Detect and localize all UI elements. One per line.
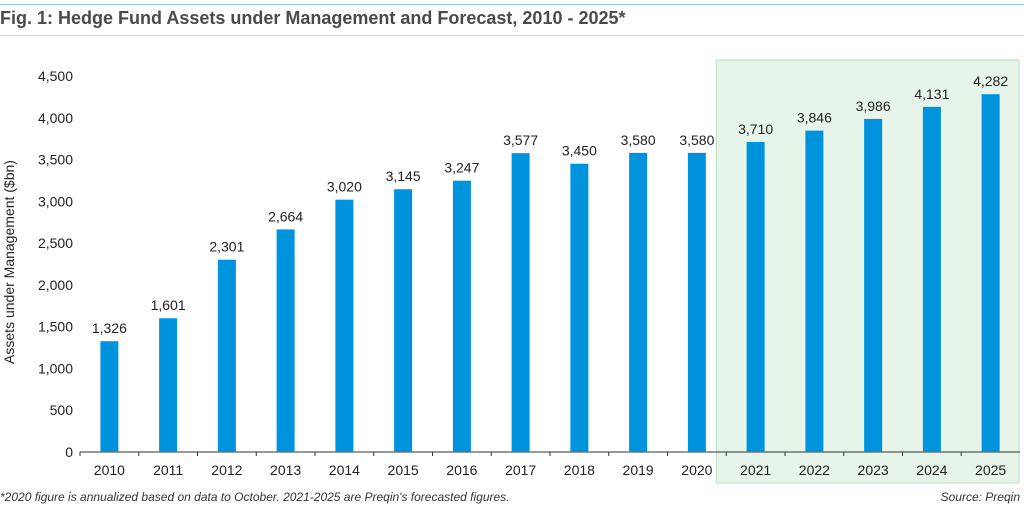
bar-2020	[687, 152, 706, 453]
y-tick-label: 2,500	[38, 235, 73, 251]
data-label-2010: 1,326	[92, 320, 127, 336]
bar-2011	[159, 318, 178, 452]
bar-2025	[981, 94, 1000, 452]
x-tick-label-2025: 2025	[975, 462, 1006, 478]
x-tick-label-2024: 2024	[916, 462, 947, 478]
data-label-2022: 3,846	[797, 110, 832, 126]
bar-2010	[100, 341, 119, 452]
y-axis-ticks: 0 500 1,000 1,500 2,000 2,500 3,000 3,500 4,000 4…	[38, 68, 73, 460]
y-axis-title: Assets under Management ($bn)	[1, 160, 17, 364]
x-tick-label-2015: 2015	[388, 462, 419, 478]
bar-2024	[922, 106, 941, 452]
y-tick-label: 0	[65, 444, 73, 460]
bar-chart: 0 500 1,000 1,500 2,000 2,500 3,000 3,500 4,000 4…	[1, 59, 1020, 484]
x-tick-label-2016: 2016	[446, 462, 477, 478]
x-tick-label-2022: 2022	[799, 462, 830, 478]
y-tick-label: 1,000	[38, 360, 73, 376]
data-label-2017: 3,577	[503, 132, 538, 148]
y-tick-label: 3,000	[38, 193, 73, 209]
data-label-2018: 3,450	[562, 143, 597, 159]
data-labels: 1,326 1,601 2,301 2,664 3,020 3,145 3,247 3,577…	[92, 73, 1008, 336]
bar-2013	[276, 229, 295, 452]
data-label-2013: 2,664	[268, 208, 303, 224]
y-tick-label: 500	[50, 402, 74, 418]
data-label-2011: 1,601	[151, 297, 186, 313]
x-tick-label-2023: 2023	[858, 462, 889, 478]
bar-2023	[864, 118, 883, 452]
bar-2022	[805, 130, 824, 453]
x-tick-label-2010: 2010	[94, 462, 125, 478]
x-axis-ticks: 2010 2011 2012 2013 2014 2015 2016 2017 2018 2019…	[79, 452, 1006, 478]
data-label-2015: 3,145	[386, 168, 421, 184]
x-tick-label-2011: 2011	[153, 462, 183, 478]
bar-2014	[335, 199, 354, 452]
footnote: *2020 figure is annualized based on data…	[0, 490, 510, 504]
x-tick-label-2013: 2013	[270, 462, 301, 478]
data-label-2020: 3,580	[679, 132, 714, 148]
y-tick-label: 3,500	[38, 152, 73, 168]
data-label-2023: 3,986	[856, 98, 891, 114]
data-label-2025: 4,282	[973, 73, 1008, 89]
y-tick-label: 1,500	[38, 319, 73, 335]
x-tick-label-2021: 2021	[740, 462, 771, 478]
data-label-2024: 4,131	[914, 86, 949, 102]
x-tick-label-2014: 2014	[329, 462, 360, 478]
source-note: Source: Preqin	[940, 490, 1020, 504]
bar-2019	[629, 152, 648, 453]
bar-2015	[394, 189, 413, 452]
bar-2017	[511, 153, 530, 453]
bar-2016	[452, 180, 471, 452]
data-label-2012: 2,301	[209, 239, 244, 255]
bar-2018	[570, 163, 589, 452]
data-label-2014: 3,020	[327, 179, 362, 195]
x-tick-label-2012: 2012	[211, 462, 242, 478]
y-tick-label: 2,000	[38, 277, 73, 293]
data-label-2019: 3,580	[621, 132, 656, 148]
y-tick-label: 4,000	[38, 110, 73, 126]
x-tick-label-2017: 2017	[505, 462, 536, 478]
chart-title: Fig. 1: Hedge Fund Assets under Manageme…	[0, 8, 626, 28]
bar-2021	[746, 142, 765, 452]
top-rule	[0, 4, 1024, 5]
bar-2012	[217, 259, 236, 452]
x-tick-label-2019: 2019	[623, 462, 654, 478]
x-tick-label-2020: 2020	[681, 462, 712, 478]
bars	[100, 94, 1000, 453]
x-tick-label-2018: 2018	[564, 462, 595, 478]
y-tick-label: 4,500	[38, 68, 73, 84]
data-label-2016: 3,247	[444, 160, 479, 176]
data-label-2021: 3,710	[738, 121, 773, 137]
title-rule	[0, 35, 1024, 36]
